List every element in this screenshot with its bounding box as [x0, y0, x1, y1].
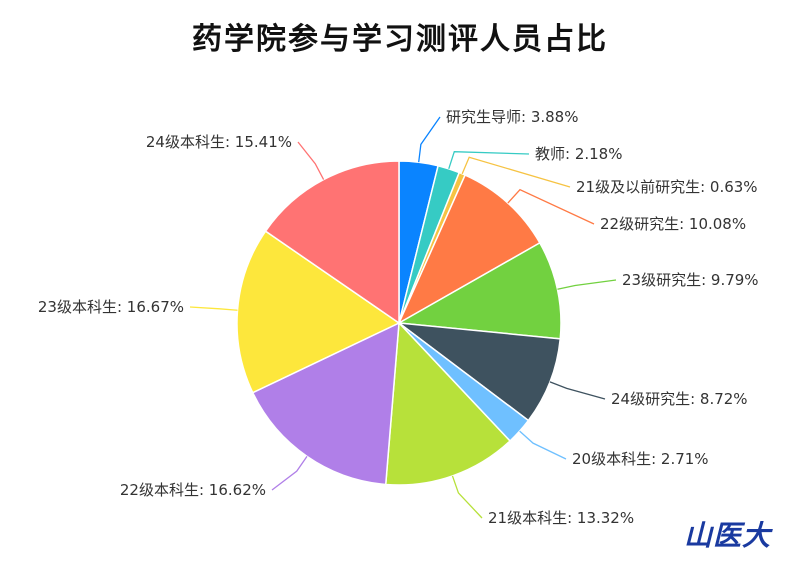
slice-label: 22级研究生: 10.08%: [600, 215, 746, 233]
leader-line: [451, 475, 483, 519]
pie-slice: [397, 174, 541, 325]
university-logo: 山医大: [684, 519, 772, 552]
leader-line: [448, 151, 530, 170]
leader-line: [461, 156, 571, 188]
pie-slice: [236, 230, 401, 394]
slice-label: 教师: 2.18%: [535, 145, 622, 163]
leader-line: [418, 116, 441, 163]
slice-label: 24级研究生: 8.72%: [611, 390, 748, 408]
pie-slice: [264, 160, 400, 325]
leader-line: [519, 430, 567, 460]
leader-line: [271, 455, 308, 491]
leader-line: [297, 141, 325, 180]
leader-line: [189, 306, 238, 311]
leader-line: [557, 279, 617, 290]
slice-label: 研究生导师: 3.88%: [446, 108, 578, 126]
slice-label: 22级本科生: 16.62%: [120, 481, 266, 499]
chart-title: 药学院参与学习测评人员占比: [192, 22, 608, 57]
slice-label: 24级本科生: 15.41%: [146, 133, 292, 151]
pie-slice: [396, 321, 562, 422]
pie-slice: [384, 321, 512, 486]
slice-label: 23级本科生: 16.67%: [38, 298, 184, 316]
leader-line: [507, 188, 595, 225]
slice-label: 21级及以前研究生: 0.63%: [576, 178, 758, 196]
pie-slice: [251, 321, 400, 486]
slice-label: 20级本科生: 2.71%: [572, 450, 709, 468]
leader-line: [549, 381, 606, 400]
slice-label: 23级研究生: 9.79%: [622, 271, 759, 289]
slice-label: 21级本科生: 13.32%: [488, 509, 634, 527]
